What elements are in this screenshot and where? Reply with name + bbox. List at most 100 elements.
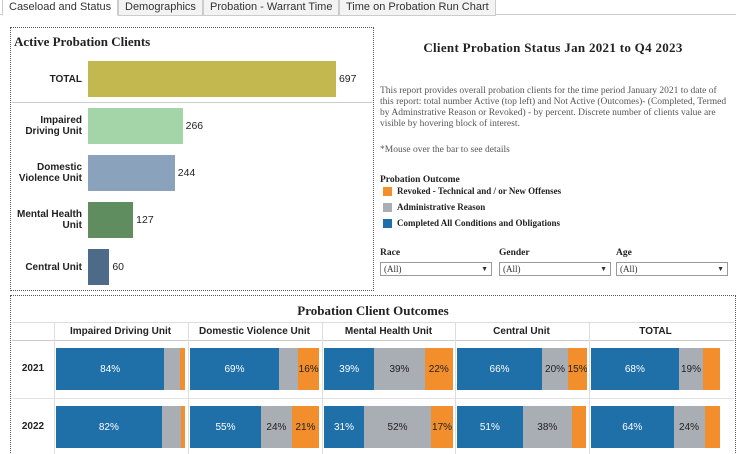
segment-label: 15% xyxy=(567,363,588,375)
panel-divider xyxy=(322,322,323,454)
legend-title: Probation Outcome xyxy=(380,175,460,185)
segment: 16% xyxy=(298,348,319,390)
bar xyxy=(88,155,175,191)
segment-label: 69% xyxy=(224,363,245,375)
segment-label: 51% xyxy=(479,421,500,433)
legend-swatch xyxy=(383,187,392,196)
legend-label: Administrative Reason xyxy=(397,202,486,212)
segment xyxy=(179,348,185,390)
segment-label: 19% xyxy=(680,363,701,375)
description: This report provides overall probation c… xyxy=(380,86,727,129)
segment xyxy=(704,406,720,448)
segment: 69% xyxy=(190,348,279,390)
segment: 22% xyxy=(424,348,453,390)
segment-label: 39% xyxy=(389,363,410,375)
segment xyxy=(181,406,185,448)
panel-header: TOTAL xyxy=(639,326,672,337)
segment: 39% xyxy=(324,348,375,390)
category-label: Domestic Violence Unit xyxy=(18,162,82,184)
segment: 55% xyxy=(190,406,261,448)
segment-label: 39% xyxy=(339,363,360,375)
segment-label: 82% xyxy=(98,421,119,433)
note: *Mouse over the bar to see details xyxy=(380,145,510,155)
category-label: Impaired Driving Unit xyxy=(25,115,82,137)
segment-label: 38% xyxy=(537,421,558,433)
segment-label: 31% xyxy=(333,421,354,433)
tab[interactable]: Probation - Warrant Time xyxy=(203,0,340,16)
value-label: 244 xyxy=(177,167,196,179)
category-label: Central Unit xyxy=(25,261,82,273)
segment: 51% xyxy=(457,406,523,448)
panel-divider xyxy=(589,322,590,454)
row-label: 2022 xyxy=(21,421,45,432)
filter-label: Race xyxy=(380,248,401,258)
panel-header: Central Unit xyxy=(493,326,550,337)
filter-label: Age xyxy=(616,248,632,258)
segment-label: 68% xyxy=(624,363,645,375)
dropdown-arrow: ▼ xyxy=(717,265,724,273)
legend-swatch xyxy=(383,203,392,212)
legend-label: Completed All Conditions and Obligations xyxy=(397,218,561,228)
segment: 39% xyxy=(374,348,425,390)
bar xyxy=(88,202,134,238)
filter-dropdown[interactable]: (All) ▼ xyxy=(499,262,611,276)
panel-divider xyxy=(188,322,189,454)
segment: 84% xyxy=(56,348,165,390)
row-label: 2021 xyxy=(21,363,45,374)
segment: 64% xyxy=(591,406,674,448)
value-label: 60 xyxy=(112,261,125,273)
segment-label: 64% xyxy=(622,421,643,433)
segment xyxy=(164,348,180,390)
segment xyxy=(703,348,720,390)
chart-title: Probation Client Outcomes xyxy=(297,303,449,318)
chart-title: Active Probation Clients xyxy=(14,34,151,49)
segment: 38% xyxy=(522,406,572,448)
bar xyxy=(88,108,183,144)
segment xyxy=(279,348,299,390)
segment-label: 52% xyxy=(387,421,408,433)
panel-header: Impaired Driving Unit xyxy=(69,326,172,337)
segment: 17% xyxy=(431,406,453,448)
tab[interactable]: Demographics xyxy=(118,0,203,16)
segment-label: 55% xyxy=(215,421,236,433)
filter-dropdown[interactable]: (All) ▼ xyxy=(380,262,492,276)
category-label: Mental Health Unit xyxy=(16,209,82,231)
dropdown-arrow: ▼ xyxy=(481,265,488,273)
segment: 52% xyxy=(363,406,432,448)
panel-header: Domestic Violence Unit xyxy=(199,326,310,337)
segment-label: 21% xyxy=(295,421,316,433)
legend-swatch xyxy=(383,219,392,228)
tab[interactable]: Time on Probation Run Chart xyxy=(339,0,496,16)
row-line xyxy=(12,398,734,399)
value-label: 266 xyxy=(185,120,204,132)
report-title: Client Probation Status Jan 2021 to Q4 2… xyxy=(423,40,683,55)
segment-label: 22% xyxy=(428,363,449,375)
filter-dropdown[interactable]: (All) ▼ xyxy=(616,262,728,276)
segment: 20% xyxy=(542,348,568,390)
panel-header: Mental Health Unit xyxy=(344,326,433,337)
segment: 21% xyxy=(291,406,319,448)
segment: 24% xyxy=(673,406,705,448)
separator xyxy=(12,102,372,103)
category-label: TOTAL xyxy=(49,73,82,85)
segment: 68% xyxy=(591,348,679,390)
segment-label: 24% xyxy=(266,421,287,433)
tab[interactable]: Caseload and Status xyxy=(2,0,119,16)
header-line xyxy=(12,340,734,341)
bar xyxy=(88,61,336,97)
segment xyxy=(571,406,586,448)
segment-label: 84% xyxy=(100,363,121,375)
segment: 19% xyxy=(678,348,704,390)
legend-label: Revoked - Technical and / or New Offense… xyxy=(397,186,562,196)
segment: 31% xyxy=(324,406,364,448)
segment: 15% xyxy=(567,348,588,390)
segment xyxy=(161,406,182,448)
segment: 82% xyxy=(56,406,162,448)
left-panel-border xyxy=(10,27,374,291)
value-label: 127 xyxy=(136,214,154,226)
value-label: 697 xyxy=(338,73,357,85)
bar xyxy=(88,249,110,285)
dropdown-arrow: ▼ xyxy=(600,265,607,273)
filter-label: Gender xyxy=(499,248,530,258)
